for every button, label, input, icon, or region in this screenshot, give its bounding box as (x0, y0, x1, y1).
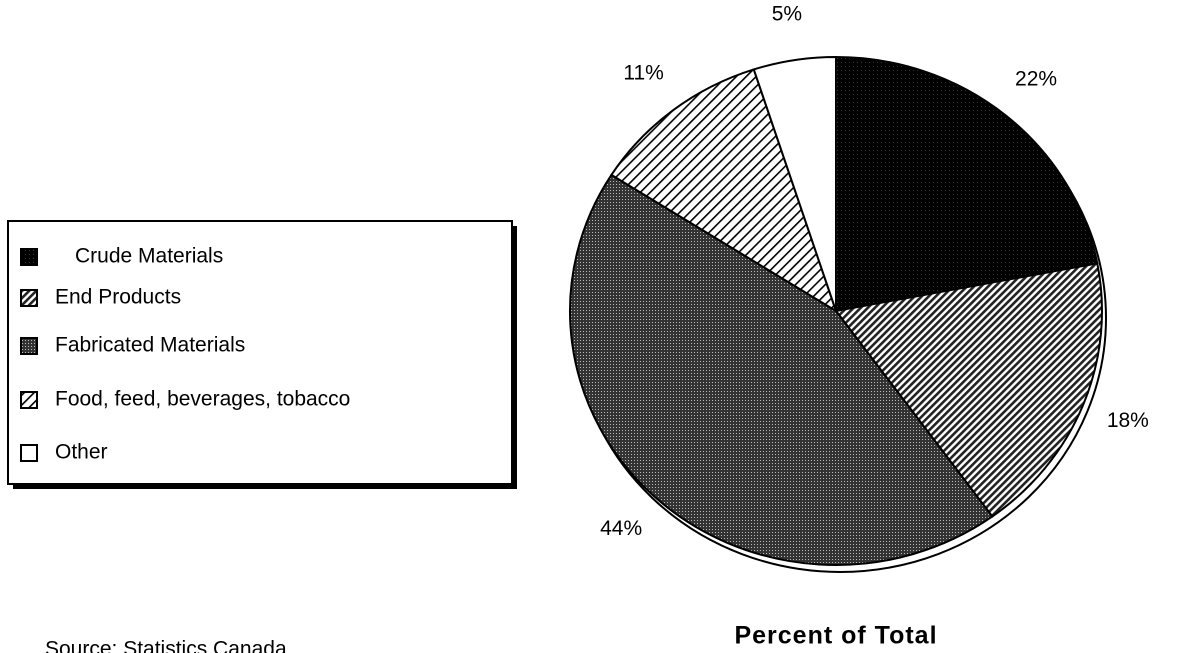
value-label: 44% (600, 517, 642, 540)
value-label: 11% (623, 62, 663, 85)
chart-title: Percent of Total (734, 622, 937, 650)
legend-swatch (20, 289, 38, 307)
value-label: 18% (1107, 409, 1149, 432)
legend-label: End Products (55, 286, 181, 309)
legend-swatch (20, 444, 38, 462)
pie-slice (569, 173, 994, 566)
legend-swatch (20, 337, 38, 355)
legend-swatch (20, 248, 38, 266)
legend-label: Other (55, 441, 108, 464)
legend-label: Fabricated Materials (55, 334, 245, 357)
pie-slice (834, 262, 1103, 518)
value-label: 5% (772, 3, 802, 26)
source-note: Source: Statistics Canada (45, 638, 287, 653)
legend-label: Food, feed, beverages, tobacco (55, 388, 350, 411)
pie-slice (609, 68, 838, 314)
value-label: 22% (1015, 68, 1057, 91)
pie-slice (835, 55, 1099, 313)
legend-box (7, 220, 513, 485)
legend-swatch (20, 391, 38, 409)
legend-label: Crude Materials (75, 245, 223, 268)
pie-slice (752, 55, 837, 312)
